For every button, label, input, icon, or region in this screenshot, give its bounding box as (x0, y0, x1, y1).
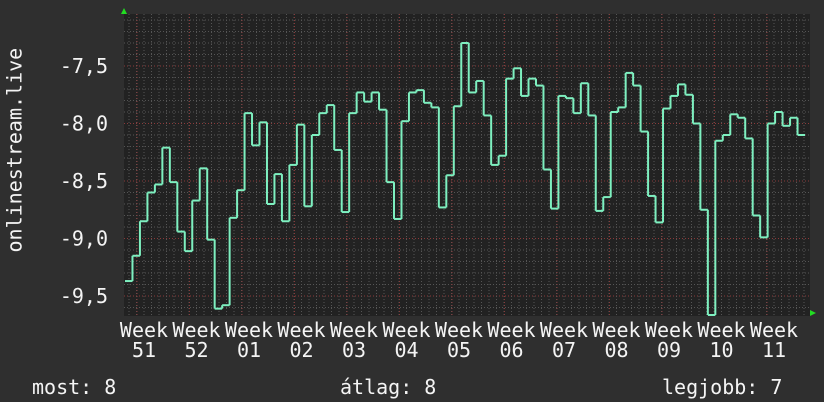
y-tick-label: -8,5 (60, 169, 108, 193)
legend-current: most: 8 (32, 375, 117, 399)
x-tick-label: Week 52 (172, 318, 221, 362)
x-tick-label: Week 03 (329, 318, 379, 362)
x-tick-label: Week 06 (487, 318, 536, 362)
data-series (125, 42, 805, 316)
y-tick-label: -7,5 (60, 54, 108, 78)
x-tick-label: Week 04 (382, 318, 431, 362)
x-tick-label: Week 01 (224, 318, 274, 362)
grid (124, 14, 810, 316)
x-axis-arrow-icon (810, 310, 816, 316)
x-tick-label: Week 08 (592, 318, 641, 362)
x-tick-label: Week 11 (749, 318, 799, 362)
legend-average: átlag: 8 (340, 375, 437, 399)
y-tick-label: -9,5 (60, 284, 108, 308)
x-tick-label: Week 51 (119, 318, 169, 362)
x-tick-label: Week 05 (434, 318, 484, 362)
y-tick-label: -9,0 (60, 227, 108, 251)
y-axis-label: onlinestream.live (2, 47, 27, 253)
legend-max: legjobb: 7 (662, 375, 783, 399)
x-tick-label: Week 02 (277, 318, 326, 362)
x-tick-label: Week 10 (697, 318, 746, 362)
x-tick-label: Week 09 (644, 318, 694, 362)
y-axis-arrow-icon (121, 8, 127, 14)
y-tick-label: -8,0 (60, 112, 108, 136)
y-axis-ticks: -7,5 -8,0 -8,5 -9,0 -9,5 (60, 54, 108, 308)
x-tick-label: Week 07 (539, 318, 589, 362)
